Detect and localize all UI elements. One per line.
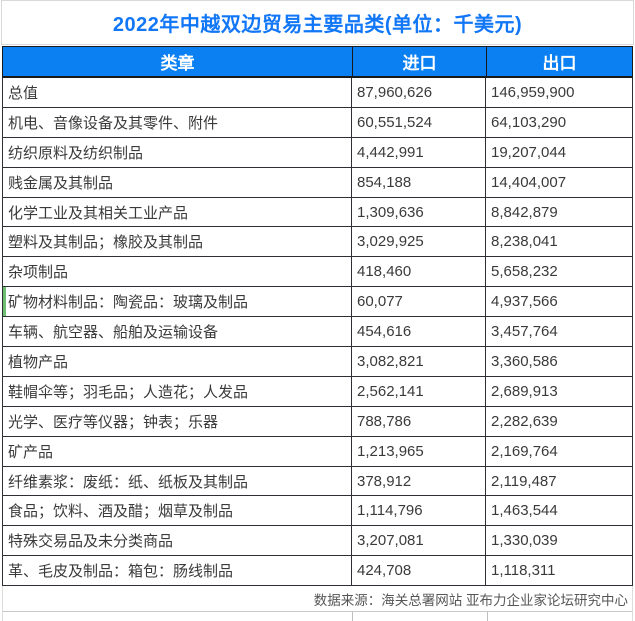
table-row: 植物产品 3,082,821 3,360,586	[3, 347, 632, 377]
table-row: 化学工业及其相关工业产品 1,309,636 8,842,879	[3, 197, 632, 228]
table-row: 纺织原料及纺织制品 4,442,991 19,207,044	[3, 137, 632, 168]
table-row: 特殊交易品及未分类商品 3,207,081 1,330,039	[3, 526, 632, 557]
import-cell: 788,786	[352, 406, 486, 436]
category-cell: 纺织原料及纺织制品	[3, 137, 352, 167]
table-row: 矿物材料制品：陶瓷品：玻璃及制品 60,077 4,937,566	[3, 287, 632, 318]
import-cell: 3,029,925	[352, 227, 486, 257]
category-cell: 车辆、航空器、船舶及运输设备	[3, 317, 352, 347]
export-cell: 19,207,044	[491, 143, 567, 161]
gridline-stub	[487, 612, 488, 621]
table-row: 鞋帽伞等；羽毛品；人造花；人发品 2,562,141 2,689,913	[3, 376, 632, 407]
import-cell: 424,708	[352, 556, 486, 586]
header-cell-export: 出口	[542, 54, 577, 73]
export-cell: 2,689,913	[491, 382, 558, 400]
import-cell: 2,562,141	[352, 376, 486, 406]
category-cell: 特殊交易品及未分类商品	[3, 526, 352, 556]
import-cell: 1,309,636	[352, 197, 486, 227]
export-cell: 14,404,007	[491, 173, 567, 191]
category-cell: 植物产品	[3, 347, 352, 376]
category-cell: 机电、音像设备及其零件、附件	[3, 107, 352, 137]
table-row: 食品；饮料、酒及醋；烟草及制品 1,114,796 1,463,544	[3, 496, 632, 527]
table-body: 总值 87,960,626 146,959,900 机电、音像设备及其零件、附件 60,…	[2, 78, 633, 587]
green-marker	[3, 287, 6, 317]
category-cell: 矿物材料制品：陶瓷品：玻璃及制品	[3, 287, 352, 317]
table-row: 贱金属及其制品 854,188 14,404,007	[3, 167, 632, 198]
table-row: 光学、医疗等仪器；钟表；乐器 788,786 2,282,639	[3, 406, 632, 437]
category-cell: 贱金属及其制品	[3, 167, 352, 197]
table-row: 革、毛皮及制品：箱包：肠线制品 424,708 1,118,311	[3, 556, 632, 587]
table-row: 纤维素浆：废纸：纸、纸板及其制品 378,912 2,119,487	[3, 466, 632, 497]
import-cell: 418,460	[352, 257, 486, 287]
export-cell: 3,457,764	[491, 323, 558, 341]
export-cell: 5,658,232	[491, 263, 558, 281]
export-cell: 2,119,487	[491, 472, 557, 490]
table-header-row: 类章 进口 出口	[2, 46, 633, 78]
import-cell: 1,114,796	[352, 496, 486, 526]
import-cell: 60,077	[352, 287, 486, 317]
import-cell: 3,082,821	[352, 347, 486, 376]
import-cell: 87,960,626	[352, 78, 486, 107]
export-cell: 8,842,879	[491, 203, 558, 221]
export-cell: 1,118,311	[491, 562, 556, 580]
export-cell: 8,238,041	[491, 233, 558, 251]
table-row: 总值 87,960,626 146,959,900	[3, 78, 632, 108]
export-cell: 4,937,566	[491, 293, 558, 311]
export-cell: 1,330,039	[491, 532, 558, 550]
import-cell: 1,213,965	[352, 436, 486, 466]
category-cell: 塑料及其制品；橡胶及其制品	[3, 227, 352, 257]
export-cell: 3,360,586	[491, 352, 558, 370]
import-cell: 854,188	[352, 167, 486, 197]
footer-row: 数据来源：海关总署网站 亚布力企业家论坛研究中心	[2, 586, 633, 613]
export-cell: 1,463,544	[491, 502, 558, 520]
table-row: 杂项制品 418,460 5,658,232	[3, 257, 632, 288]
category-cell: 矿产品	[3, 436, 352, 466]
export-cell: 2,282,639	[491, 412, 558, 430]
export-cell: 2,169,764	[491, 442, 558, 460]
category-cell: 化学工业及其相关工业产品	[3, 197, 352, 227]
title-bar: 2022年中越双边贸易主要品类(单位：千美元)	[1, 0, 634, 45]
export-cell: 64,103,290	[491, 113, 567, 131]
table-row: 塑料及其制品；橡胶及其制品 3,029,925 8,238,041	[3, 227, 632, 258]
import-cell: 4,442,991	[352, 137, 486, 167]
category-cell: 纤维素浆：废纸：纸、纸板及其制品	[3, 466, 352, 496]
header-cell-category: 类章	[3, 47, 353, 76]
category-cell: 杂项制品	[3, 257, 352, 287]
page-title: 2022年中越双边贸易主要品类(单位：千美元)	[112, 14, 523, 36]
import-cell: 3,207,081	[352, 526, 486, 556]
header-cell-import: 进口	[353, 47, 487, 76]
category-cell: 食品；饮料、酒及醋；烟草及制品	[3, 496, 352, 526]
table-row: 车辆、航空器、船舶及运输设备 454,616 3,457,764	[3, 317, 632, 348]
import-cell: 454,616	[352, 317, 486, 347]
category-cell: 光学、医疗等仪器；钟表；乐器	[3, 406, 352, 436]
data-source-text: 数据来源：海关总署网站 亚布力企业家论坛研究中心	[313, 592, 628, 608]
table-row: 机电、音像设备及其零件、附件 60,551,524 64,103,290	[3, 107, 632, 138]
import-cell: 60,551,524	[352, 107, 486, 137]
export-cell: 146,959,900	[491, 83, 575, 101]
bottom-gridline-strip	[2, 612, 633, 621]
import-cell: 378,912	[352, 466, 486, 496]
trade-table: 类章 进口 出口 总值 87,960,626 146,959,900 机电、音像设备及…	[2, 46, 633, 587]
gridline-stub	[352, 612, 353, 621]
category-cell: 总值	[3, 78, 352, 107]
category-cell: 革、毛皮及制品：箱包：肠线制品	[3, 556, 352, 586]
table-row: 矿产品 1,213,965 2,169,764	[3, 436, 632, 467]
category-cell: 鞋帽伞等；羽毛品；人造花；人发品	[3, 376, 352, 406]
